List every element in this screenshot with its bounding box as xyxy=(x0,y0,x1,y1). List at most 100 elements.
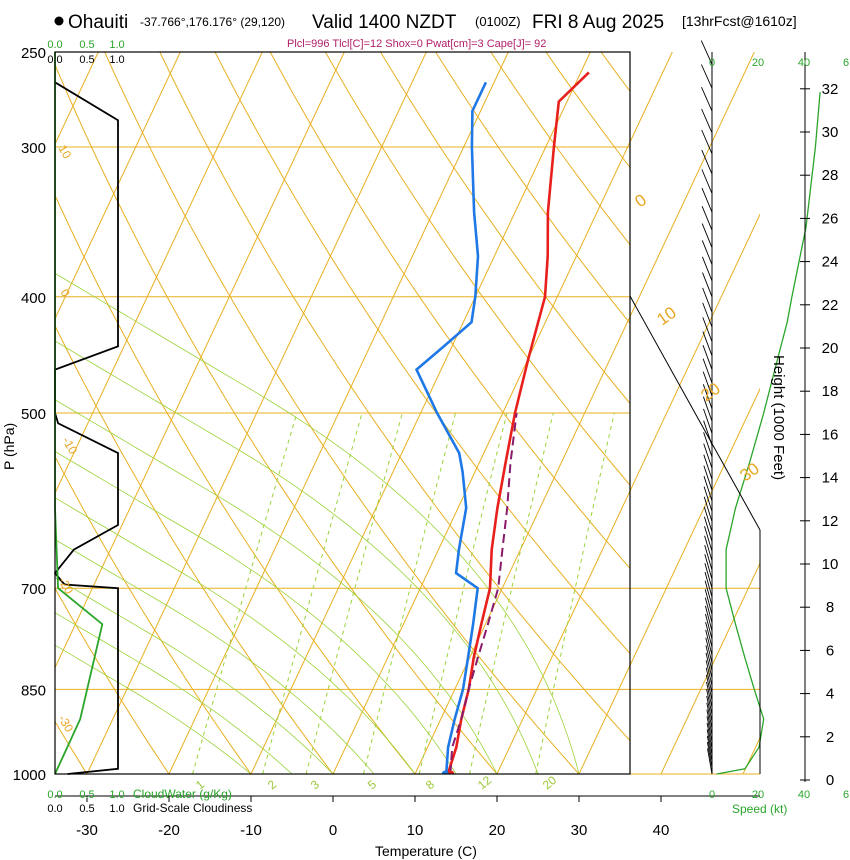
speed-tick-top: 6 xyxy=(843,57,849,69)
isobar-gridlines xyxy=(55,51,760,775)
wind-barb xyxy=(701,129,713,155)
station-name: Ohauiti xyxy=(68,12,128,33)
height-tick-label: 12 xyxy=(822,513,839,530)
cloudiness-tick-bottom: 0.5 xyxy=(79,803,94,815)
isotherm-line xyxy=(0,52,16,774)
wind-barb xyxy=(704,535,713,561)
mixing-ratio-line xyxy=(305,412,403,774)
moist-adiabat-line xyxy=(55,272,580,774)
dewpoint-line xyxy=(414,81,488,774)
wind-barb xyxy=(705,645,713,671)
pressure-tick-label: 500 xyxy=(21,406,46,423)
mixing-ratio-line xyxy=(363,412,456,774)
dry-adiabat-line xyxy=(55,63,498,774)
mixing-ratio-line xyxy=(192,412,298,774)
dry-adiabat-line xyxy=(214,52,630,655)
wind-barb xyxy=(704,563,713,589)
dry-adiabat-line xyxy=(104,52,580,774)
pressure-tick-label: 1000 xyxy=(13,767,46,784)
cloudiness-line xyxy=(53,81,119,775)
moist-adiabat-line xyxy=(55,577,334,774)
moist-adiabat-line xyxy=(55,399,498,774)
wind-barb xyxy=(704,554,713,580)
wind-barb xyxy=(702,302,713,328)
isotherm-line xyxy=(55,52,345,669)
isotherm-label: 30 xyxy=(736,459,762,485)
speed-tick-bottom: 20 xyxy=(752,789,764,801)
station-dot-icon xyxy=(54,16,64,26)
temp-tick-label: -20 xyxy=(158,822,180,839)
cloudwater-axis-title: CloudWater (g/Kg) xyxy=(133,787,232,801)
isotherm-line xyxy=(332,52,673,774)
wind-barb xyxy=(704,571,713,598)
sounding-params: Plcl=996 Tlcl[C]=12 Shox=0 Pwat[cm]=3 Ca… xyxy=(287,38,546,50)
wind-barb xyxy=(706,695,713,722)
isotherm-label: 0 xyxy=(631,190,650,211)
pressure-tick-label: 850 xyxy=(21,682,46,699)
height-tick-label: 18 xyxy=(822,383,839,400)
mixing-ratio-label: 12 xyxy=(475,773,494,793)
isotherm-line xyxy=(168,52,509,774)
utc-time: (0100Z) xyxy=(475,14,521,29)
forecast-date: FRI 8 Aug 2025 xyxy=(532,12,664,33)
isotherm-line xyxy=(55,52,263,495)
wind-barb xyxy=(705,667,713,694)
wind-barb xyxy=(702,287,713,313)
wind-barb xyxy=(704,544,713,571)
wind-barb xyxy=(705,613,713,640)
wind-barb xyxy=(702,272,713,297)
wind-barb xyxy=(702,331,713,356)
moist-adiabat-line xyxy=(55,644,252,774)
height-tick-label: 8 xyxy=(826,599,834,616)
wind-barb xyxy=(701,149,713,175)
height-tick-label: 0 xyxy=(826,772,834,789)
height-axis-title: Height (1000 Feet) xyxy=(770,355,787,480)
wind-barb xyxy=(705,652,713,679)
isotherm-line xyxy=(414,52,755,774)
mixing-ratio-line xyxy=(469,412,554,774)
wind-speed-line xyxy=(716,92,821,775)
cloudwater-tick-top: 0.0 xyxy=(47,39,62,51)
cloudwater-tick-bottom: 0.0 xyxy=(47,789,62,801)
isotherms xyxy=(0,52,760,774)
cloudwater-tick-top: 1.0 xyxy=(109,39,124,51)
height-tick-label: 4 xyxy=(826,686,834,703)
isotherm-line xyxy=(578,387,760,774)
mixing-ratio-line xyxy=(262,412,363,774)
wind-barb xyxy=(700,64,713,89)
temp-tick-label: -30 xyxy=(76,822,98,839)
wind-barbs xyxy=(700,40,713,775)
moist-adiabat-line xyxy=(55,340,539,774)
cloudiness-axis-title: Grid-Scale Cloudiness xyxy=(133,801,252,815)
parcel-line xyxy=(449,412,518,774)
cloudwater-tick-top: 0.5 xyxy=(79,39,94,51)
mixing-ratio-label: 20 xyxy=(540,773,559,793)
height-tick-label: 24 xyxy=(822,254,839,271)
wind-barb xyxy=(703,454,713,480)
height-tick-label: 26 xyxy=(822,210,839,227)
cloudiness-tick-top: 1.0 xyxy=(109,54,124,66)
dry-adiabat-line xyxy=(55,587,170,774)
mixing-ratio-label: 5 xyxy=(365,777,379,792)
wind-barb xyxy=(703,420,713,446)
wind-barb xyxy=(703,432,713,458)
pressure-tick-label: 700 xyxy=(21,581,46,598)
wind-barb xyxy=(701,87,713,112)
dry-adiabat-line xyxy=(435,52,630,325)
temp-tick-label: 40 xyxy=(653,822,670,839)
dry-adiabat-line xyxy=(55,194,416,774)
wind-barb xyxy=(705,674,713,701)
wind-barb xyxy=(701,169,713,194)
wind-barb xyxy=(701,240,713,265)
wind-barb xyxy=(705,621,713,648)
speed-tick-top: 20 xyxy=(752,57,764,69)
height-tick-label: 20 xyxy=(822,340,839,357)
plot-frame xyxy=(54,51,631,775)
wind-barb xyxy=(705,629,713,656)
wind-barb xyxy=(705,637,713,664)
moist-adiabats xyxy=(55,272,580,774)
speed-axis-title: Speed (kt) xyxy=(732,802,787,816)
moist-adiabat-line xyxy=(55,497,416,774)
wind-barb xyxy=(702,396,713,422)
mixing-ratio-label: 3 xyxy=(308,777,322,792)
